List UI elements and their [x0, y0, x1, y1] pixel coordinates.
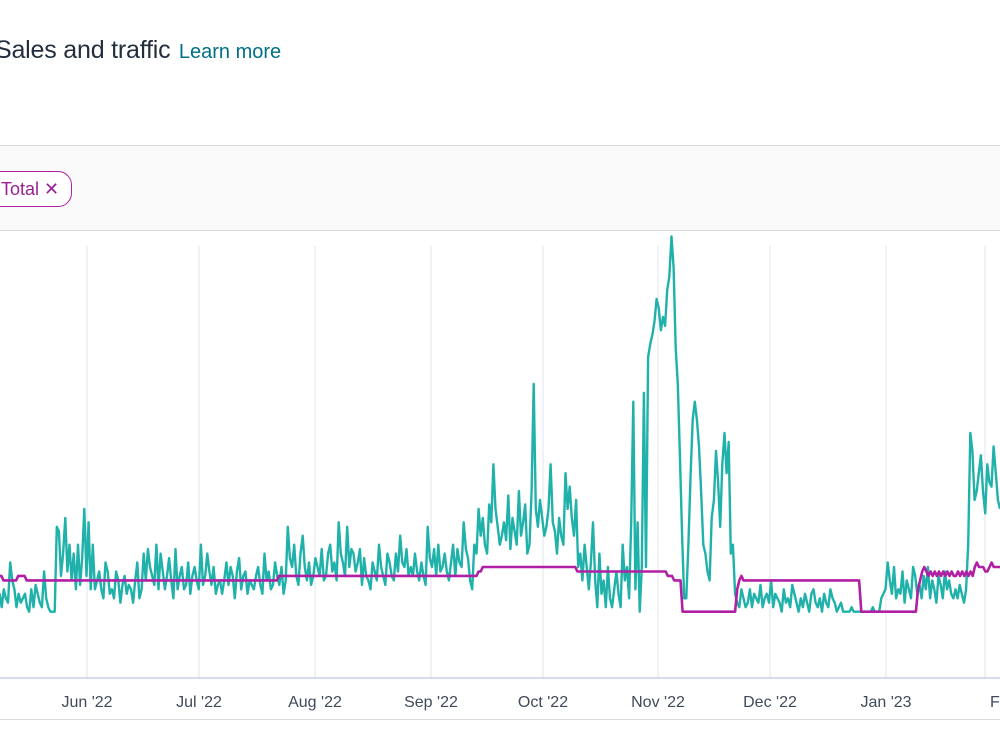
x-tick-label: Jul '22: [176, 694, 222, 711]
x-tick-label: Jan '23: [860, 694, 911, 711]
x-tick-label: Dec '22: [743, 694, 797, 711]
learn-more-link[interactable]: Learn more: [178, 41, 282, 63]
chip-label: Total: [1, 178, 40, 199]
x-tick-label: Sep '22: [404, 694, 458, 711]
gridlines: [0, 246, 1000, 679]
filter-bar: Total ✕: [0, 145, 1000, 231]
divider: [0, 719, 1000, 720]
x-tick-label: Nov '22: [631, 694, 685, 711]
close-icon[interactable]: ✕: [44, 179, 60, 199]
section-header: Sales and traffic Learn more: [0, 36, 281, 76]
x-tick-label: Jun '22: [61, 694, 112, 711]
x-tick-label: Aug '22: [288, 694, 342, 711]
purple-series-line: [0, 561, 1000, 614]
x-tick-label: Oct '22: [518, 694, 568, 711]
teal-series-line: [0, 235, 1000, 613]
page-title: Sales and traffic: [0, 36, 171, 64]
series-lines: [0, 235, 1000, 614]
total-filter-chip[interactable]: Total ✕: [0, 171, 73, 207]
x-tick-label: Feb: [990, 694, 1000, 711]
